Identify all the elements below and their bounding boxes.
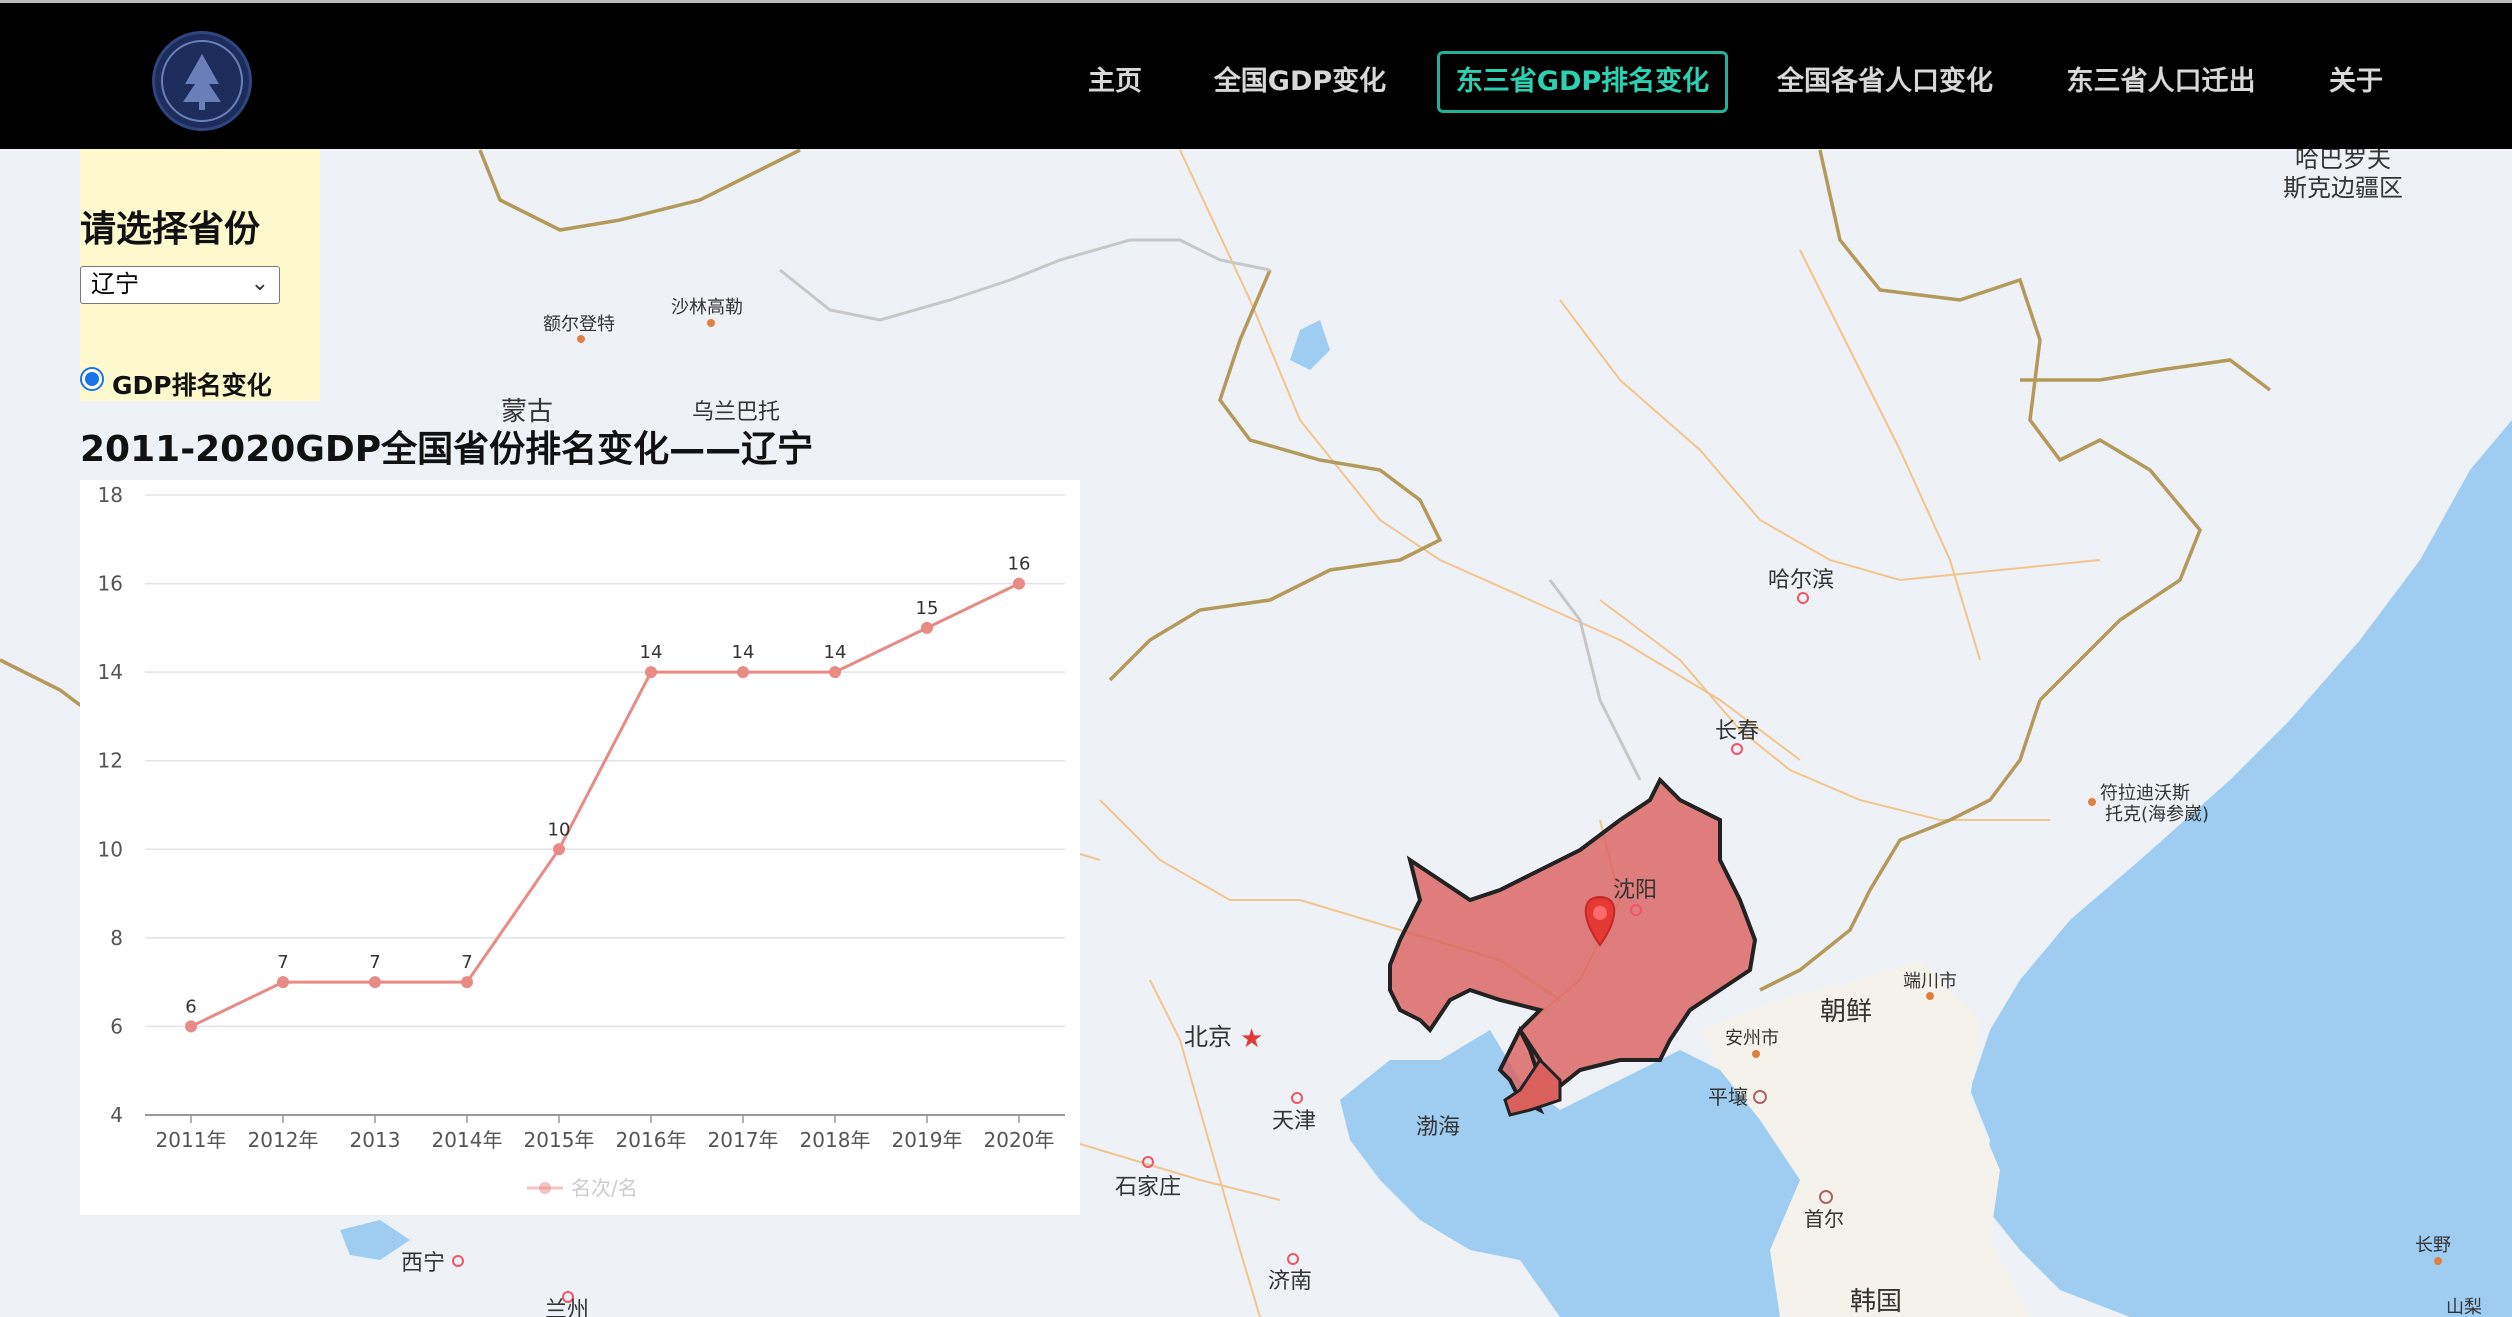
data-label: 6: [185, 996, 196, 1017]
x-tick-label: 2014年: [432, 1128, 503, 1152]
dalian-tip: [1503, 1057, 1562, 1117]
x-tick-label: 2011年: [156, 1128, 227, 1152]
gdp-rank-radio-label: GDP排名变化: [112, 371, 272, 400]
city-label-lanzhou: 兰州: [545, 1298, 589, 1317]
y-tick-label: 16: [98, 572, 123, 596]
data-label: 7: [461, 952, 472, 973]
city-label-duanchuan: 端川市: [1903, 971, 1957, 992]
nav-national-gdp[interactable]: 全国GDP变化: [1213, 66, 1387, 97]
y-tick-label: 12: [98, 749, 123, 773]
country-label-chaoxian: 朝鲜: [1820, 997, 1872, 1027]
city-label-changye: 长野: [2415, 1235, 2451, 1256]
data-point: [369, 976, 381, 989]
x-tick-label: 2019年: [892, 1128, 963, 1152]
x-tick-label: 2012年: [248, 1128, 319, 1152]
sea-east: [1970, 420, 2512, 1317]
province-select-value: 辽宁: [91, 270, 139, 298]
map-pin-icon[interactable]: [1584, 895, 1616, 947]
nav-northeast-migration[interactable]: 东三省人口迁出: [2066, 66, 2256, 97]
nav-northeast-gdp-rank[interactable]: 东三省GDP排名变化: [1437, 51, 1728, 113]
y-tick-label: 14: [98, 660, 123, 684]
data-point: [553, 843, 565, 856]
city-label-xining: 西宁: [401, 1251, 445, 1276]
x-tick-label: 2017年: [708, 1128, 779, 1152]
korea-land: [1700, 960, 2030, 1317]
city-label-anzhou: 安州市: [1725, 1028, 1779, 1049]
x-tick-label: 2015年: [524, 1128, 595, 1152]
province-select[interactable]: 辽宁 ⌄: [80, 266, 280, 304]
legend-label: 名次/名: [571, 1176, 638, 1200]
data-label: 16: [1008, 554, 1031, 575]
y-tick-label: 4: [110, 1103, 123, 1127]
y-tick-label: 18: [98, 483, 123, 507]
data-label: 14: [732, 642, 755, 663]
y-tick-label: 10: [98, 837, 123, 861]
lake: [1290, 320, 1330, 370]
select-province-heading: 请选择省份: [80, 209, 261, 250]
series-line: [190, 582, 1020, 1028]
data-label: 10: [548, 819, 571, 840]
data-point: [645, 666, 657, 679]
data-label: 14: [640, 642, 663, 663]
nav-about[interactable]: 关于: [2329, 66, 2383, 97]
nav-home[interactable]: 主页: [1088, 66, 1142, 97]
data-point: [185, 1020, 197, 1033]
city-label-wulanbatuo: 乌兰巴托: [692, 400, 780, 425]
city-label-jinan: 济南: [1268, 1269, 1312, 1294]
lake-west: [340, 1220, 410, 1260]
city-label-pingrang: 平壤: [1708, 1085, 1748, 1109]
data-label: 7: [369, 952, 380, 973]
city-label-eerdengte: 额尔登特: [543, 314, 615, 335]
x-tick-label: 2016年: [616, 1128, 687, 1152]
city-label-fuladi-2: 托克(海参崴): [2105, 804, 2209, 825]
data-label: 14: [824, 642, 847, 663]
city-label-tianjin: 天津: [1272, 1109, 1316, 1134]
y-tick-label: 8: [110, 926, 123, 950]
city-label-fuladi: 符拉迪沃斯: [2100, 783, 2190, 804]
chevron-down-icon: ⌄: [250, 271, 269, 296]
data-point: [737, 666, 749, 679]
sea-label-bohai: 渤海: [1416, 1115, 1460, 1140]
legend-marker: [539, 1182, 551, 1194]
region-label-haba: 哈巴罗夫: [2295, 145, 2391, 173]
country-label-hanguo: 韩国: [1850, 1287, 1902, 1317]
top-navbar: 主页 全国GDP变化 东三省GDP排名变化 全国各省人口变化 东三省人口迁出 关…: [0, 0, 2512, 149]
data-label: 7: [277, 952, 288, 973]
city-label-changchun: 长春: [1715, 719, 1759, 744]
data-label: 15: [916, 598, 939, 619]
y-tick-label: 6: [110, 1014, 123, 1038]
city-label-shalin: 沙林高勒: [671, 297, 743, 318]
x-tick-label: 2018年: [800, 1128, 871, 1152]
data-point: [1013, 577, 1025, 590]
university-seal-icon[interactable]: [152, 31, 252, 131]
gdp-rank-chart[interactable]: 4 6 8 10 12 14 16 18 2011年 2012年 2013 2014年 2015年 201…: [80, 480, 1080, 1215]
data-point: [921, 621, 933, 634]
gdp-rank-line-chart: 4 6 8 10 12 14 16 18 2011年 2012年 2013 2014年 2015年 201…: [98, 483, 1065, 1200]
bohai-sea: [1340, 1030, 1800, 1317]
mongolia-border: [779, 238, 1642, 781]
city-label-shanli: 山梨: [2446, 1297, 2482, 1317]
gdp-rank-radio[interactable]: [80, 367, 104, 391]
chart-title: 2011-2020GDP全国省份排名变化——辽宁: [80, 429, 814, 470]
city-label-haerbin: 哈尔滨: [1768, 568, 1834, 593]
data-point: [829, 666, 841, 679]
capital-star-icon: ★: [1240, 1024, 1263, 1054]
data-point: [461, 976, 473, 989]
data-point: [277, 976, 289, 989]
country-label-menggu: 蒙古: [501, 397, 553, 427]
city-label-shijiazhuang: 石家庄: [1115, 1175, 1181, 1200]
region-label-haba-2: 斯克边疆区: [2283, 174, 2403, 202]
city-label-beijing: 北京: [1184, 1023, 1232, 1051]
city-label-shouer: 首尔: [1804, 1207, 1844, 1231]
x-tick-label: 2020年: [984, 1128, 1055, 1152]
nav-province-population[interactable]: 全国各省人口变化: [1777, 66, 1993, 97]
x-tick-label: 2013: [350, 1128, 401, 1152]
city-label-shenyang: 沈阳: [1613, 878, 1657, 903]
